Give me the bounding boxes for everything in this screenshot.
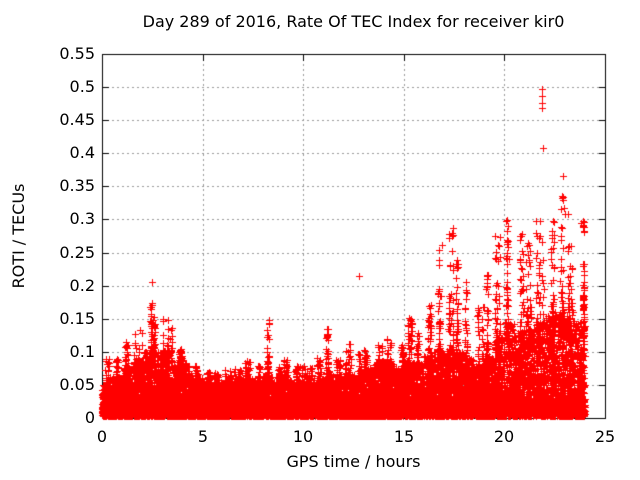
- chart-title: Day 289 of 2016, Rate Of TEC Index for r…: [142, 12, 565, 31]
- y-tick-label: 0: [84, 408, 95, 427]
- y-tick-label: 0.3: [69, 209, 95, 228]
- y-tick-label: 0.5: [69, 77, 95, 96]
- x-tick-label: 5: [197, 427, 209, 446]
- x-tick-label: 20: [493, 427, 515, 446]
- y-tick-label: 0.15: [59, 309, 95, 328]
- x-tick-label: 15: [393, 427, 415, 446]
- y-tick-label: 0.2: [69, 276, 95, 295]
- y-tick-label: 0.45: [59, 110, 95, 129]
- y-tick-label: 0.25: [59, 243, 95, 262]
- y-axis-label: ROTI / TECUs: [9, 183, 28, 289]
- y-tick-label: 0.1: [69, 342, 95, 361]
- x-tick-label: 10: [292, 427, 314, 446]
- x-tick-label: 0: [96, 427, 108, 446]
- y-tick-label: 0.55: [59, 44, 95, 63]
- x-axis-label: GPS time / hours: [286, 452, 421, 471]
- x-tick-label: 25: [594, 427, 616, 446]
- y-tick-label: 0.4: [69, 143, 95, 162]
- y-tick-label: 0.35: [59, 176, 95, 195]
- y-tick-label: 0.05: [59, 375, 95, 394]
